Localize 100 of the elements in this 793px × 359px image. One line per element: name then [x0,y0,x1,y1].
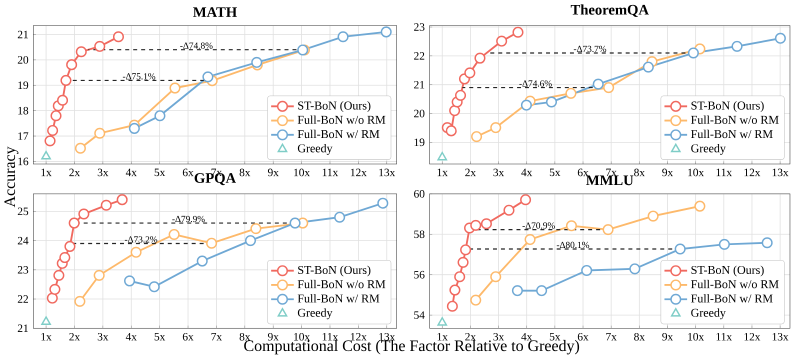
x-tick-label: 9x [662,333,673,341]
point [520,100,532,111]
ref-line-label: -Δ74.8% [180,42,213,49]
x-tick-label: 12x [744,168,760,176]
point [377,198,388,209]
y-tick-label: 60 [414,190,424,198]
point [458,256,469,268]
x-tick-label: 5x [550,168,560,176]
y-tick-label: 19 [414,138,424,146]
point [449,105,460,116]
point [642,62,654,73]
point [206,238,218,249]
point [694,200,706,212]
point [718,238,730,250]
point [464,67,476,78]
x-tick-label: 10x [688,168,704,176]
ref-line-label: -Δ70.9% [522,222,555,229]
x-tick-label: 2x [69,168,80,176]
point [78,208,90,220]
y-tick-label: 58 [414,230,424,238]
y-tick-label: 21 [18,30,28,38]
point [196,256,208,267]
legend-label: ST-BoN (Ours) [298,101,370,112]
point [503,204,514,216]
y-tick-label: 17 [18,132,28,140]
point [470,220,482,231]
legend-label: Full-BoN w/o RM [691,280,779,288]
point [603,82,614,94]
ref-line-label: -Δ74.6% [519,80,552,87]
point [74,296,86,307]
point [202,71,214,82]
x-tick-label: 5x [154,333,166,341]
point [41,316,51,326]
point [437,152,448,161]
x-tick-label: 8x [240,168,250,176]
x-tick-label: 9x [268,168,279,176]
ref-line-label: -Δ75.1% [122,73,156,80]
point [59,252,70,264]
x-tick-label: 6x [182,168,194,176]
y-tick-label: 23 [18,266,28,274]
point [524,234,536,246]
point [565,88,576,99]
x-tick-label: 11x [716,333,732,340]
y-tick-label: 20 [18,56,28,64]
x-tick-label: 8x [240,333,250,341]
legend-label: Full-BoN w/o RM [298,116,386,124]
x-tick-label: 13x [772,333,788,341]
point [338,31,349,42]
x-tick-label: 11x [322,168,338,176]
legend-label: Full-BoN w/o RM [298,280,386,288]
x-tick-label: 3x [98,333,108,341]
x-tick-label: 4x [521,333,532,340]
point [66,59,78,70]
ref-line-label: -Δ73.7% [574,46,606,52]
x-tick-label: 11x [716,168,732,176]
x-axis-title: Computational Cost (The Factor Relative to Greedy) [244,340,580,354]
point [46,292,58,304]
x-tick-label: 1x [438,333,448,340]
y-tick-label: 18 [18,106,28,115]
y-tick-label: 22 [414,52,424,60]
point [566,220,577,232]
point [546,96,557,108]
point [94,128,106,139]
point [581,265,592,276]
point [130,246,142,258]
x-tick-label: 12x [350,333,367,340]
x-tick-label: 9x [268,333,279,341]
point [41,150,51,160]
point [512,26,524,38]
legend-label: ST-BoN (Ours) [691,266,764,276]
x-tick-label: 13x [379,168,396,176]
point [629,263,640,274]
point [512,285,523,296]
point [688,48,699,59]
point [148,281,160,292]
x-tick-label: 1x [41,333,52,340]
legend-label: Greedy [691,144,726,155]
y-tick-label: 23 [414,23,424,31]
legend-label: Greedy [298,308,333,320]
x-tick-label: 6x [578,333,589,341]
point [169,82,180,94]
x-tick-label: 5x [154,168,166,176]
point [53,270,64,281]
y-tick-label: 54 [414,311,425,319]
point [57,94,68,106]
point [290,218,301,229]
legend-label: Greedy [298,144,333,155]
y-tick-label: 21 [414,81,424,89]
x-tick-label: 1x [438,168,448,176]
point [50,110,62,122]
legend-label: Full-BoN w/ RM [691,130,773,138]
point [774,32,786,44]
point [251,56,262,68]
point [490,122,502,134]
legend-label: Full-BoN w/ RM [298,130,380,138]
point [496,36,508,47]
x-tick-label: 6x [182,333,194,341]
point [116,194,128,206]
point [250,223,262,234]
x-tick-label: 13x [772,168,788,176]
